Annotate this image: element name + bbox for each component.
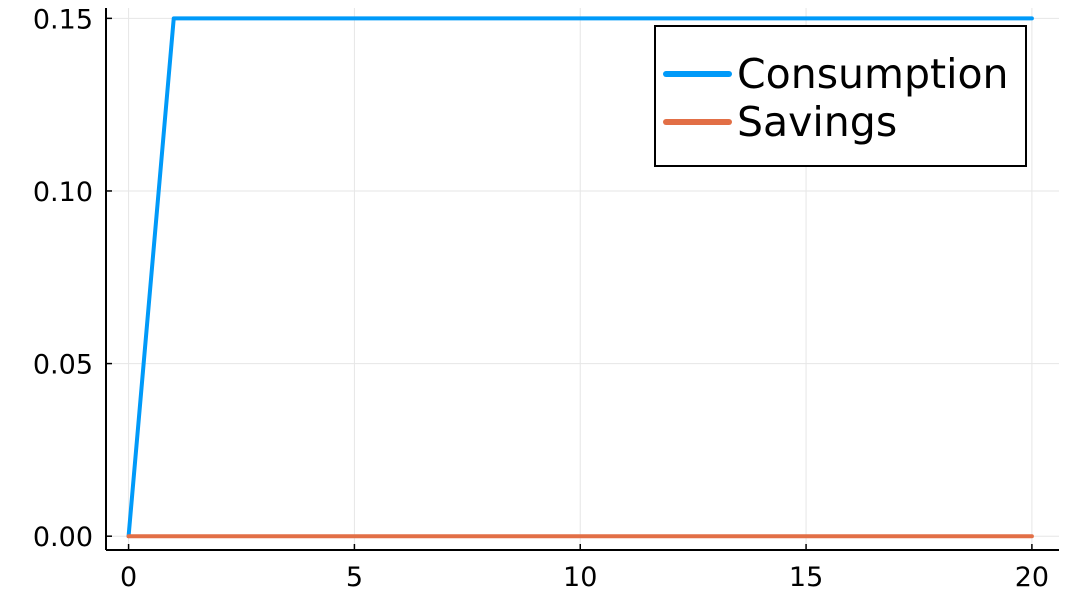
x-tick-label: 0 [120, 562, 137, 593]
x-tick-label: 10 [563, 562, 597, 593]
x-tick-label: 5 [346, 562, 363, 593]
series-line-consumption [126, 16, 1034, 539]
series-lines [126, 16, 1034, 539]
x-tick-label: 20 [1015, 562, 1049, 593]
axes: 0 5 10 15 20 0.00 0.05 0.10 0.15 [33, 4, 1059, 593]
legend-label: Savings [737, 98, 897, 146]
y-tick-label: 0.05 [33, 350, 93, 381]
y-tick-label: 0.10 [33, 177, 93, 208]
y-tick-label: 0.15 [33, 4, 93, 35]
x-tick-label: 15 [789, 562, 823, 593]
legend-label: Consumption [737, 50, 1009, 98]
legend-box [654, 25, 1027, 167]
y-tick-label: 0.00 [33, 522, 93, 553]
